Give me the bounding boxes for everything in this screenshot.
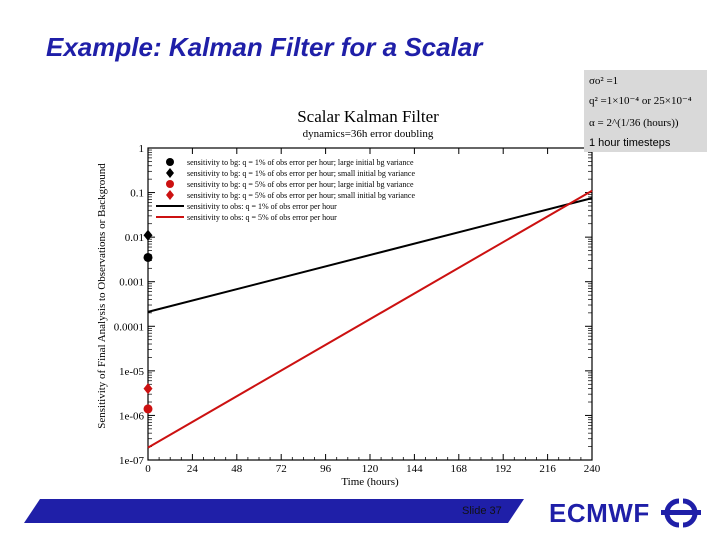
y-axis-label: Sensitivity of Final Analysis to Observa… <box>96 163 108 429</box>
y-tick-label: 1 <box>139 143 145 155</box>
x-tick-label: 192 <box>495 463 512 475</box>
series-marker <box>143 383 153 395</box>
series-marker <box>143 229 153 241</box>
series-line <box>147 197 593 313</box>
x-tick-label: 72 <box>276 463 287 475</box>
y-tick-label: 1e-05 <box>119 366 145 378</box>
y-tick-label: 0.0001 <box>114 321 144 333</box>
parameters-box: σo² =1 q² =1×10⁻⁴ or 25×10⁻⁴ α = 2^(1/36… <box>584 70 707 152</box>
y-tick-label: 1e-07 <box>119 455 145 467</box>
legend-label: sensitivity to obs: q = 5% of obs error … <box>187 213 337 222</box>
slide-number: Slide 37 <box>462 505 502 517</box>
series-marker <box>166 168 174 178</box>
x-tick-label: 216 <box>539 463 556 475</box>
series-marker <box>166 190 174 200</box>
chart-title: Scalar Kalman Filter <box>297 107 439 126</box>
x-tick-label: 0 <box>145 463 151 475</box>
footer-band <box>24 499 524 523</box>
chart-subtitle: dynamics=36h error doubling <box>303 128 434 140</box>
legend-label: sensitivity to bg: q = 5% of obs error p… <box>187 191 415 200</box>
series-line <box>147 189 593 449</box>
y-tick-label: 0.1 <box>130 188 144 200</box>
x-tick-label: 144 <box>406 463 423 475</box>
x-tick-label: 168 <box>451 463 468 475</box>
series-marker <box>166 180 174 188</box>
x-tick-label: 240 <box>584 463 601 475</box>
param-model-error: q² =1×10⁻⁴ or 25×10⁻⁴ <box>589 95 692 107</box>
slide-title: Example: Kalman Filter for a Scalar <box>46 32 483 62</box>
series-marker <box>143 252 153 262</box>
x-tick-label: 24 <box>187 463 199 475</box>
x-tick-label: 96 <box>320 463 332 475</box>
param-obs-variance: σo² =1 <box>589 75 619 87</box>
legend-label: sensitivity to bg: q = 1% of obs error p… <box>187 158 414 167</box>
y-tick-label: 0.01 <box>125 232 144 244</box>
x-axis-label: Time (hours) <box>341 476 399 488</box>
x-tick-label: 120 <box>362 463 379 475</box>
param-timestep: 1 hour timesteps <box>589 137 671 149</box>
legend-label: sensitivity to obs: q = 1% of obs error … <box>187 202 337 211</box>
series-marker <box>143 404 153 414</box>
y-tick-label: 0.001 <box>119 277 144 289</box>
x-tick-label: 48 <box>231 463 243 475</box>
legend-label: sensitivity to bg: q = 5% of obs error p… <box>187 180 414 189</box>
legend-label: sensitivity to bg: q = 1% of obs error p… <box>187 169 415 178</box>
ecmwf-logo-icon <box>661 498 701 528</box>
y-tick-label: 1e-06 <box>119 410 145 422</box>
brand-name: ECMWF <box>549 498 650 528</box>
param-growth-factor: α = 2^(1/36 (hours)) <box>589 117 679 129</box>
series-marker <box>166 158 174 166</box>
